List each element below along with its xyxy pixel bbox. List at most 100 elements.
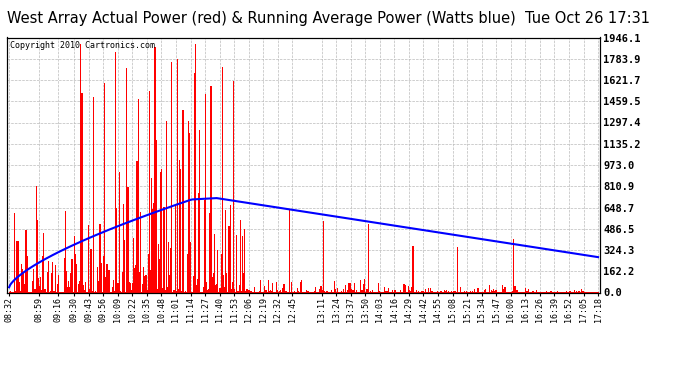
Bar xyxy=(198,193,199,292)
Bar xyxy=(214,234,215,292)
Bar xyxy=(408,286,409,292)
Bar xyxy=(71,259,72,292)
Bar xyxy=(66,271,67,292)
Bar xyxy=(75,254,76,292)
Bar xyxy=(17,242,19,292)
Bar xyxy=(123,204,124,292)
Bar xyxy=(331,290,332,292)
Bar xyxy=(85,282,86,292)
Bar xyxy=(208,289,209,292)
Bar xyxy=(226,273,227,292)
Bar xyxy=(206,282,207,292)
Bar xyxy=(233,81,234,292)
Bar xyxy=(207,290,208,292)
Bar xyxy=(225,210,226,292)
Bar xyxy=(527,291,528,292)
Bar xyxy=(359,279,361,292)
Bar xyxy=(352,290,353,292)
Bar xyxy=(44,289,46,292)
Bar xyxy=(24,284,26,292)
Bar xyxy=(578,291,580,292)
Bar xyxy=(361,290,362,292)
Bar xyxy=(437,291,438,292)
Bar xyxy=(260,280,261,292)
Bar xyxy=(76,264,77,292)
Bar xyxy=(90,249,92,292)
Bar xyxy=(275,282,277,292)
Bar xyxy=(305,291,306,292)
Bar xyxy=(103,256,104,292)
Bar xyxy=(57,284,58,292)
Bar xyxy=(185,291,186,292)
Bar xyxy=(348,284,350,292)
Bar xyxy=(53,291,55,292)
Bar xyxy=(69,287,70,292)
Bar xyxy=(494,291,495,292)
Bar xyxy=(460,287,461,292)
Bar xyxy=(320,286,322,292)
Bar xyxy=(314,291,315,292)
Bar xyxy=(502,285,503,292)
Bar xyxy=(181,291,182,292)
Bar xyxy=(384,287,386,292)
Bar xyxy=(569,291,571,292)
Bar xyxy=(477,288,479,292)
Bar xyxy=(65,211,66,292)
Bar xyxy=(315,287,316,292)
Bar xyxy=(210,86,212,292)
Bar xyxy=(279,291,280,292)
Bar xyxy=(350,284,351,292)
Bar xyxy=(10,291,11,292)
Bar xyxy=(176,291,177,292)
Bar xyxy=(388,288,389,292)
Bar xyxy=(166,121,167,292)
Bar xyxy=(157,289,158,292)
Bar xyxy=(366,290,368,292)
Bar xyxy=(451,291,452,292)
Bar xyxy=(228,225,230,292)
Bar xyxy=(99,224,101,292)
Bar xyxy=(574,290,575,292)
Bar xyxy=(455,291,456,292)
Bar xyxy=(528,289,529,292)
Bar xyxy=(453,291,454,292)
Bar xyxy=(106,264,108,292)
Bar xyxy=(40,278,41,292)
Bar xyxy=(83,290,85,292)
Bar xyxy=(474,289,475,292)
Bar xyxy=(119,291,121,292)
Bar xyxy=(175,204,176,292)
Bar xyxy=(114,291,115,292)
Bar xyxy=(363,284,364,292)
Bar xyxy=(410,291,411,292)
Bar xyxy=(215,285,216,292)
Bar xyxy=(148,254,149,292)
Bar xyxy=(466,291,467,292)
Bar xyxy=(144,276,146,292)
Bar xyxy=(300,282,302,292)
Bar xyxy=(32,281,33,292)
Bar xyxy=(80,44,81,292)
Bar xyxy=(224,287,225,292)
Bar xyxy=(68,281,69,292)
Bar xyxy=(492,291,493,292)
Bar xyxy=(178,289,179,292)
Bar xyxy=(386,291,388,292)
Bar xyxy=(284,291,286,292)
Bar xyxy=(23,272,24,292)
Bar xyxy=(425,288,426,292)
Bar xyxy=(269,291,270,292)
Bar xyxy=(35,186,37,292)
Bar xyxy=(268,280,269,292)
Bar xyxy=(418,291,419,292)
Bar xyxy=(189,133,190,292)
Bar xyxy=(139,272,140,292)
Bar xyxy=(108,270,110,292)
Bar xyxy=(354,284,355,292)
Bar xyxy=(42,256,43,292)
Bar xyxy=(169,275,170,292)
Bar xyxy=(105,277,106,292)
Bar xyxy=(464,291,465,292)
Bar xyxy=(199,130,200,292)
Bar xyxy=(34,289,35,292)
